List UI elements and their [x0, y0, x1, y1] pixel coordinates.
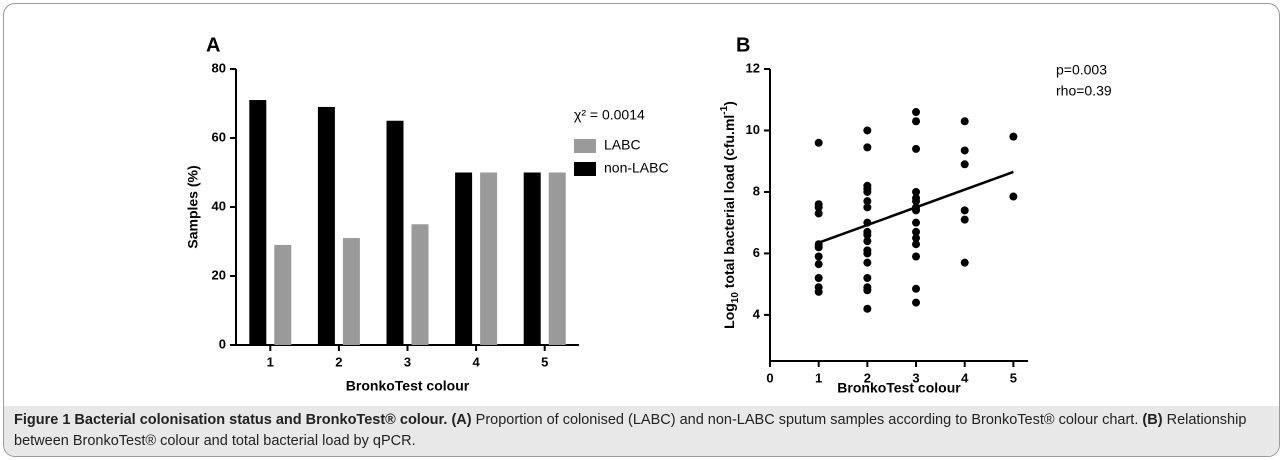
y-axis-label-part: 10 [730, 292, 741, 304]
point [814, 138, 823, 147]
x-tick-label: 5 [541, 354, 548, 369]
x-tick-label: 4 [472, 354, 480, 369]
legend-label: non-LABC [604, 160, 669, 176]
y-tick-label: 4 [753, 306, 761, 321]
legend-label: LABC [604, 137, 641, 153]
point [863, 126, 872, 135]
y-axis-label-part: ) [721, 101, 737, 106]
bar [317, 106, 335, 345]
legend-swatch [574, 139, 596, 153]
point [814, 243, 823, 252]
point [912, 252, 921, 261]
panel-label: A [206, 34, 220, 56]
x-axis-label: BronkoTest colour [837, 380, 961, 396]
point [863, 143, 872, 152]
x-axis-label: BronkoTest colour [346, 378, 470, 394]
point [960, 160, 969, 169]
point [863, 249, 872, 258]
caption-text: Proportion of colonised (LABC) and non-L… [475, 412, 1139, 428]
x-tick-label: 1 [267, 354, 274, 369]
point [912, 227, 921, 236]
point [814, 260, 823, 269]
x-tick-label: 2 [335, 354, 342, 369]
point [814, 203, 823, 212]
point [960, 206, 969, 215]
point [814, 252, 823, 261]
caption-text: (A) [451, 412, 472, 428]
y-tick-label: 60 [212, 129, 226, 144]
annotation: p=0.003 [1056, 62, 1107, 78]
point [912, 117, 921, 126]
annotation: rho=0.39 [1056, 83, 1112, 99]
bar [411, 224, 429, 345]
caption: Figure 1 Bacterial colonisation status a… [4, 406, 1279, 456]
bar [455, 172, 473, 345]
y-tick-label: 8 [753, 183, 760, 198]
bar [386, 120, 404, 345]
annotation: χ² = 0.0014 [574, 107, 645, 123]
point [912, 187, 921, 196]
y-tick-label: 0 [219, 336, 226, 351]
point [912, 108, 921, 117]
point [863, 274, 872, 283]
caption-text: Figure 1 Bacterial colonisation status a… [14, 412, 448, 428]
point [814, 274, 823, 283]
x-tick-label: 0 [766, 370, 773, 385]
bar [548, 172, 566, 345]
y-axis-label: Log10 total bacterial load (cfu.ml-1) [719, 101, 741, 329]
point [912, 144, 921, 153]
bar [342, 238, 360, 345]
point [863, 197, 872, 206]
x-tick-label: 3 [404, 354, 411, 369]
y-tick-label: 12 [746, 60, 760, 75]
y-axis-label-part: -1 [719, 105, 730, 114]
caption-text: (B) [1142, 412, 1163, 428]
legend-swatch [574, 162, 596, 176]
point [814, 209, 823, 218]
y-tick-label: 20 [212, 267, 226, 282]
y-axis-label-part: total bacterial load (cfu.ml [721, 115, 737, 292]
trend-line [818, 170, 1014, 244]
point [863, 258, 872, 267]
point [912, 218, 921, 227]
point [863, 286, 872, 295]
y-tick-label: 80 [212, 60, 226, 75]
point [863, 187, 872, 196]
point [960, 146, 969, 155]
x-tick-label: 1 [815, 370, 822, 385]
point [863, 203, 872, 212]
point [912, 284, 921, 293]
bar [274, 244, 292, 345]
point [863, 304, 872, 313]
y-tick-label: 6 [753, 245, 760, 260]
y-tick-label: 10 [746, 122, 760, 137]
figure-frame: A 0 20 40 60 80 1 2 3 4 5 BronkoTest colour Samples … [3, 3, 1280, 457]
point [863, 237, 872, 246]
bar [523, 172, 541, 345]
bar [249, 100, 267, 345]
point [960, 258, 969, 267]
point [960, 215, 969, 224]
y-axis-label: Samples (%) [185, 165, 201, 248]
bar [480, 172, 498, 345]
x-tick-label: 2 [864, 370, 871, 385]
point [912, 197, 921, 206]
x-tick-label: 3 [912, 370, 919, 385]
point [1009, 132, 1018, 141]
point [960, 117, 969, 126]
x-tick-label: 5 [1010, 370, 1017, 385]
y-axis-label-part: Log [721, 303, 737, 329]
point [814, 287, 823, 296]
panel-label: B [736, 34, 750, 56]
point [912, 240, 921, 249]
x-tick-label: 4 [961, 370, 969, 385]
point [863, 230, 872, 239]
point [912, 234, 921, 243]
point [912, 298, 921, 307]
y-tick-label: 40 [212, 198, 226, 213]
caption-text: Relationship between BronkoTest® colour … [14, 412, 1247, 449]
point [1009, 192, 1018, 201]
